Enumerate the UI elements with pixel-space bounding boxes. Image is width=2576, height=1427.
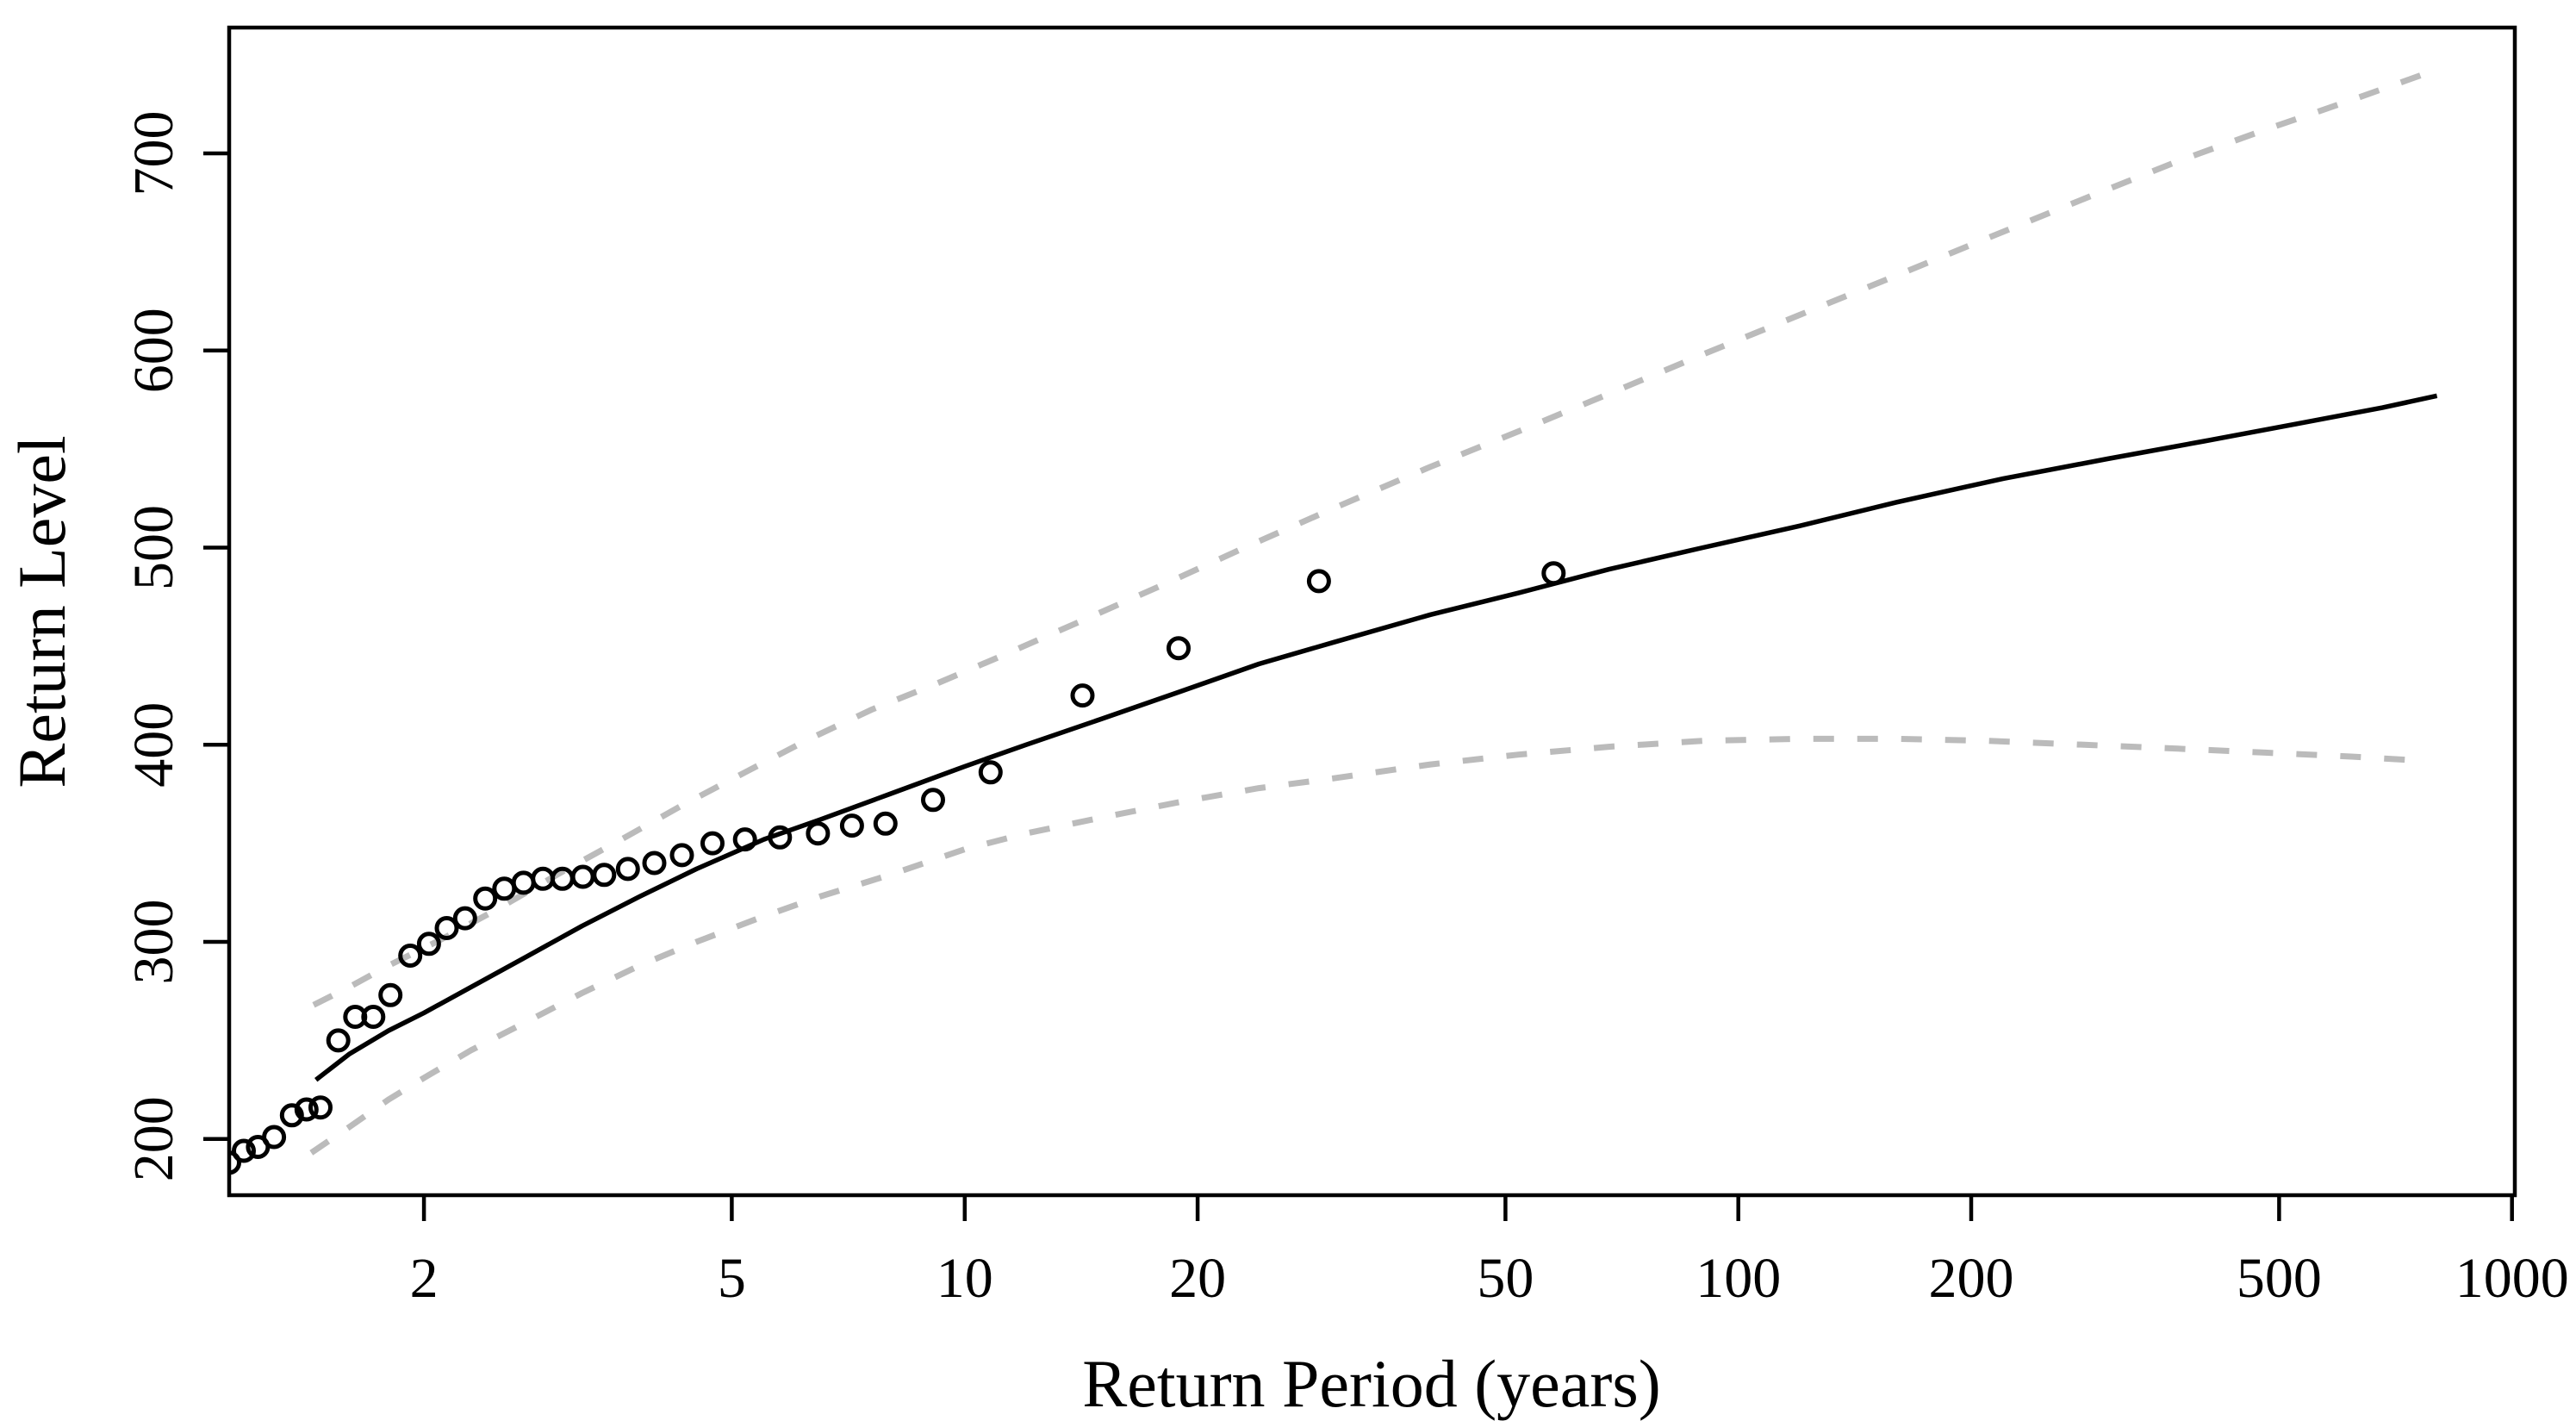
- data-point: [294, 1097, 319, 1122]
- data-point: [978, 760, 1003, 785]
- confidence-upper-dashed-curve: [312, 69, 2430, 1008]
- fitted-return-level-curve: [314, 393, 2438, 1082]
- data-point: [873, 811, 898, 836]
- y-axis-tick-label: 500: [122, 505, 185, 590]
- data-point: [473, 886, 498, 911]
- data-point: [232, 1138, 256, 1163]
- data-point: [279, 1103, 304, 1128]
- y-axis-tick-label: 400: [122, 702, 185, 788]
- data-point: [326, 1028, 351, 1053]
- plot-data-layer: [229, 69, 2438, 1175]
- y-axis-title: Return Level: [4, 435, 79, 788]
- x-axis-tick-label: 200: [1929, 1247, 2014, 1310]
- y-axis-tick-label: 600: [122, 308, 185, 393]
- x-axis-tick-label: 50: [1477, 1247, 1534, 1310]
- data-point: [839, 813, 864, 838]
- x-axis-tick-label: 500: [2237, 1247, 2322, 1310]
- axes-layer: 2 5 10 20 50 100 200 500 1000 200 300 400 500 600 700: [122, 25, 2569, 1310]
- data-point: [615, 857, 640, 882]
- confidence-lower-dashed-curve: [309, 735, 2420, 1156]
- plot-box: [227, 25, 2517, 1198]
- x-axis-tick-label: 5: [718, 1247, 746, 1310]
- data-point: [700, 831, 725, 856]
- data-point: [262, 1125, 287, 1150]
- x-axis-tick-label: 1000: [2455, 1247, 2569, 1310]
- data-point: [308, 1095, 333, 1120]
- data-point: [1167, 636, 1191, 661]
- data-point: [398, 944, 423, 968]
- data-point: [434, 916, 459, 940]
- x-axis-title: Return Period (years): [1082, 1346, 1660, 1421]
- x-axis-tick-label: 2: [410, 1247, 439, 1310]
- x-axis-tick-label: 100: [1696, 1247, 1781, 1310]
- data-point: [669, 843, 694, 868]
- data-point: [592, 863, 617, 888]
- data-point: [1070, 683, 1095, 708]
- y-axis-tick-label: 200: [122, 1096, 185, 1181]
- data-point: [361, 1005, 386, 1029]
- x-axis-tick-label: 10: [936, 1247, 993, 1310]
- data-point: [452, 906, 477, 931]
- data-point: [806, 821, 831, 846]
- data-point: [921, 788, 945, 813]
- data-point: [416, 932, 441, 957]
- x-axis-tick-label: 20: [1169, 1247, 1226, 1310]
- y-axis-tick-label: 700: [122, 111, 185, 196]
- data-point: [229, 1150, 241, 1175]
- data-point: [642, 851, 667, 876]
- data-point: [732, 827, 757, 852]
- data-point: [492, 876, 517, 901]
- data-point: [1541, 561, 1566, 586]
- data-point: [768, 825, 793, 850]
- data-point: [1306, 569, 1331, 594]
- y-axis-tick-label: 300: [122, 900, 185, 985]
- data-point: [378, 982, 403, 1007]
- data-point: [511, 870, 536, 895]
- data-point: [570, 864, 595, 889]
